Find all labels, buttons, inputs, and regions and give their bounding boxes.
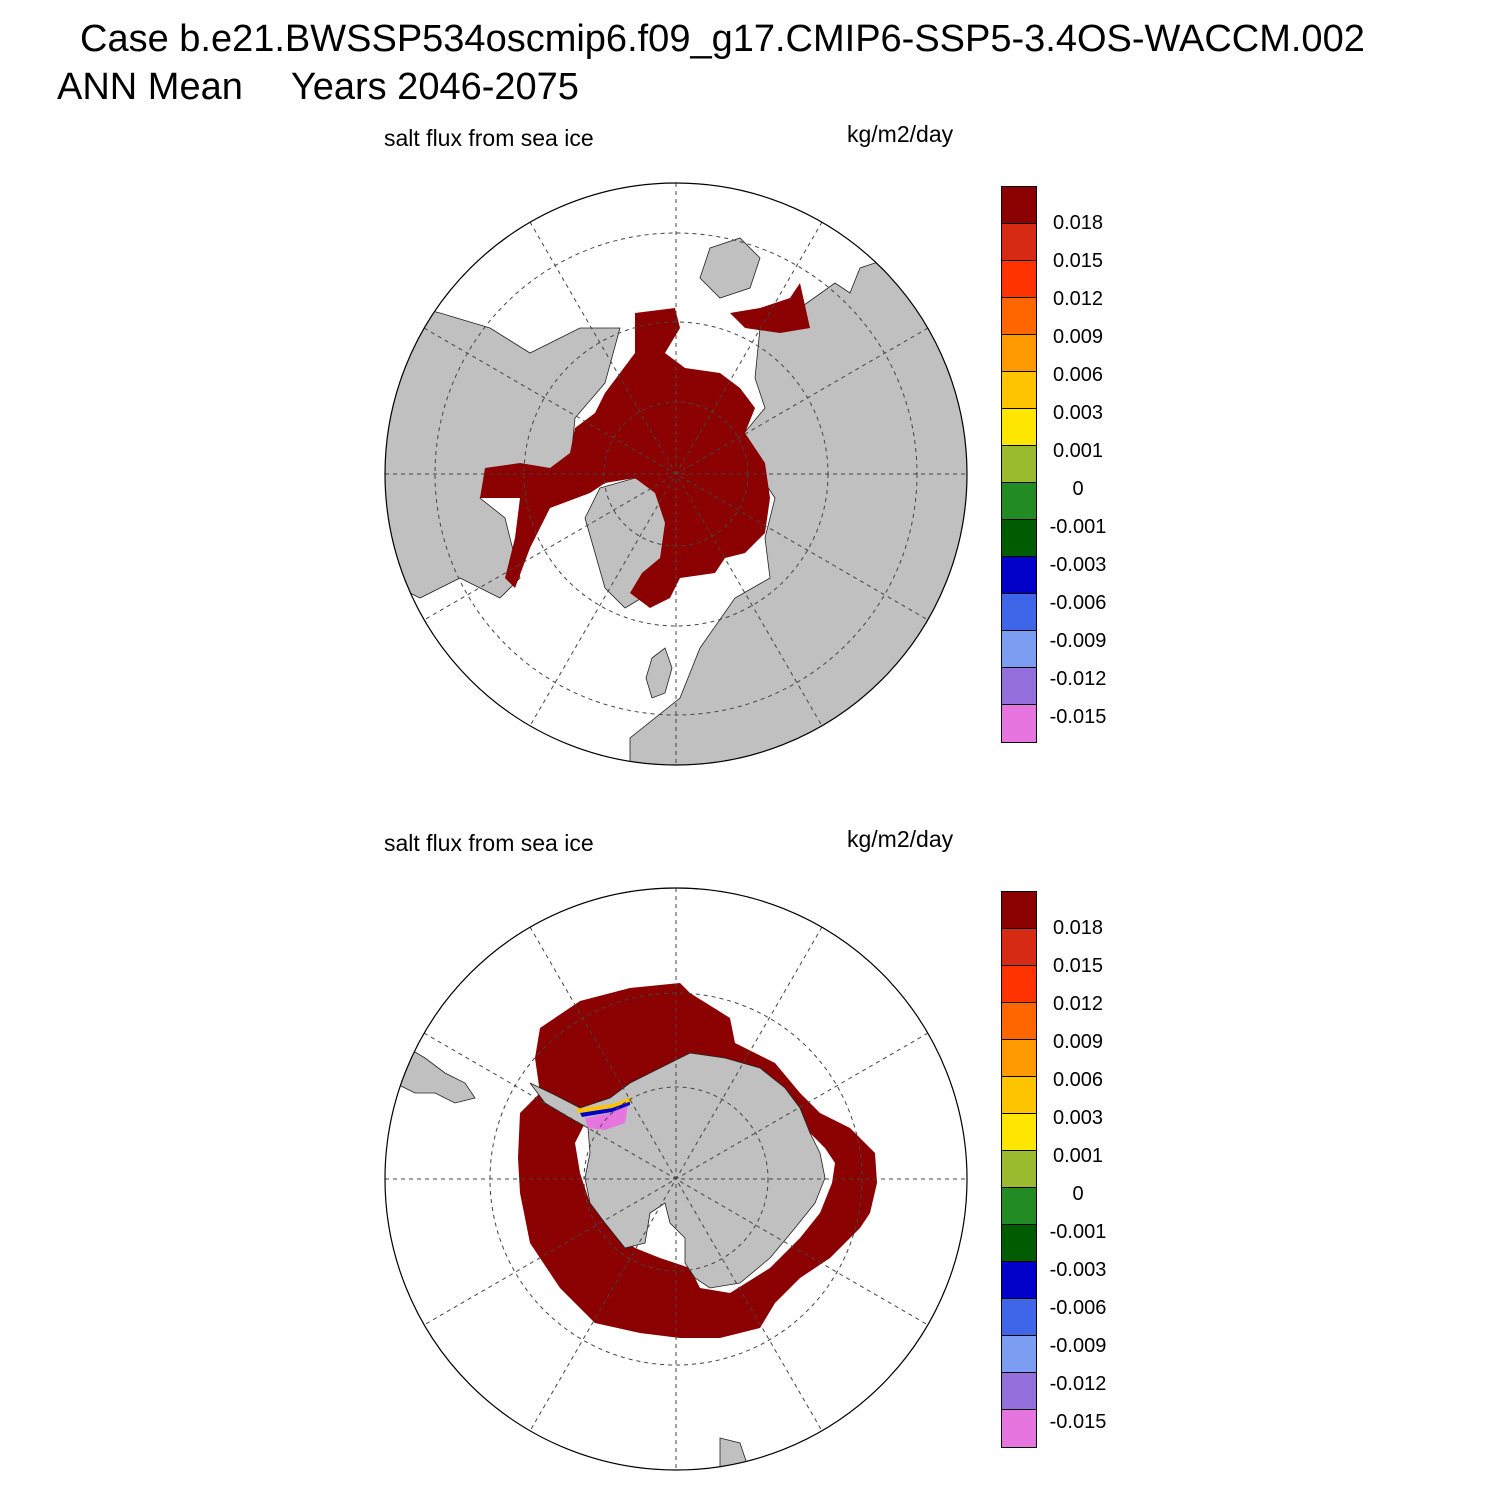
colorbar-swatch <box>1002 1299 1036 1336</box>
colorbar-label: 0.018 <box>1052 917 1104 939</box>
colorbar-label: 0.003 <box>1052 402 1104 424</box>
colorbar-label: 0 <box>1072 1183 1084 1205</box>
south-panel-title: salt flux from sea ice <box>384 830 594 856</box>
north-land-uk <box>645 647 673 699</box>
colorbar-label: -0.015 <box>1049 706 1107 728</box>
colorbar-label: 0.018 <box>1052 212 1104 234</box>
colorbar-swatch <box>1002 261 1036 298</box>
north-polar-map <box>384 182 968 766</box>
colorbar-label: 0.009 <box>1052 326 1104 348</box>
colorbar-label: -0.015 <box>1049 1411 1107 1433</box>
colorbar-label: 0.012 <box>1052 288 1104 310</box>
mean-label: ANN Mean <box>57 66 243 108</box>
colorbar-swatch <box>1002 594 1036 631</box>
colorbar-swatch <box>1002 224 1036 261</box>
colorbar-label: 0.001 <box>1052 440 1104 462</box>
colorbar-label: -0.012 <box>1049 668 1107 690</box>
colorbar-label: -0.003 <box>1049 1259 1107 1281</box>
colorbar-swatch <box>1002 892 1036 929</box>
colorbar-swatch <box>1002 631 1036 668</box>
colorbar-swatch <box>1002 966 1036 1003</box>
colorbar-swatch <box>1002 1003 1036 1040</box>
colorbar-label: -0.012 <box>1049 1373 1107 1395</box>
colorbar-swatch <box>1002 1336 1036 1373</box>
colorbar-swatch <box>1002 483 1036 520</box>
south-colorbar <box>1001 891 1037 1448</box>
colorbar-swatch <box>1002 409 1036 446</box>
colorbar-label: -0.006 <box>1049 1297 1107 1319</box>
colorbar-swatch <box>1002 705 1036 742</box>
colorbar-label: 0.003 <box>1052 1107 1104 1129</box>
colorbar-swatch <box>1002 668 1036 705</box>
colorbar-swatch <box>1002 557 1036 594</box>
colorbar-swatch <box>1002 1373 1036 1410</box>
colorbar-swatch <box>1002 1077 1036 1114</box>
colorbar-swatch <box>1002 335 1036 372</box>
south-negative-flux-band <box>585 1105 628 1130</box>
colorbar-label: 0.015 <box>1052 250 1104 272</box>
colorbar-swatch <box>1002 1410 1036 1447</box>
colorbar-label: 0.006 <box>1052 364 1104 386</box>
colorbar-swatch <box>1002 1114 1036 1151</box>
north-panel-title: salt flux from sea ice <box>384 125 594 151</box>
colorbar-label: 0.006 <box>1052 1069 1104 1091</box>
colorbar-swatch <box>1002 1151 1036 1188</box>
colorbar-swatch <box>1002 187 1036 224</box>
colorbar-label: -0.009 <box>1049 1335 1107 1357</box>
north-colorbar <box>1001 186 1037 743</box>
colorbar-label: -0.001 <box>1049 1221 1107 1243</box>
colorbar-swatch <box>1002 520 1036 557</box>
south-sea-ice-flux <box>518 983 877 1338</box>
colorbar-label: -0.003 <box>1049 554 1107 576</box>
colorbar-label: -0.006 <box>1049 592 1107 614</box>
south-panel-units: kg/m2/day <box>847 826 954 852</box>
colorbar-swatch <box>1002 372 1036 409</box>
colorbar-swatch <box>1002 1225 1036 1262</box>
colorbar-label: 0.009 <box>1052 1031 1104 1053</box>
colorbar-label: 0 <box>1072 478 1084 500</box>
colorbar-label: 0.012 <box>1052 993 1104 1015</box>
colorbar-swatch <box>1002 1040 1036 1077</box>
north-sea-ice-flux-okhotsk <box>730 283 810 333</box>
colorbar-swatch <box>1002 1188 1036 1225</box>
north-sea-ice-flux <box>480 308 770 608</box>
north-panel-units: kg/m2/day <box>847 121 954 147</box>
period-title: ANN Mean Years 2046-2075 <box>57 66 579 109</box>
colorbar-swatch <box>1002 298 1036 335</box>
south-polar-map <box>384 887 968 1471</box>
colorbar-label: 0.015 <box>1052 955 1104 977</box>
years-label: Years 2046-2075 <box>290 66 579 108</box>
colorbar-label: 0.001 <box>1052 1145 1104 1167</box>
colorbar-swatch <box>1002 929 1036 966</box>
colorbar-label: -0.001 <box>1049 516 1107 538</box>
colorbar-swatch <box>1002 446 1036 483</box>
colorbar-swatch <box>1002 1262 1036 1299</box>
case-title: Case b.e21.BWSSP534oscmip6.f09_g17.CMIP6… <box>80 18 1365 60</box>
colorbar-label: -0.009 <box>1049 630 1107 652</box>
north-land-kamchatka <box>699 237 761 299</box>
